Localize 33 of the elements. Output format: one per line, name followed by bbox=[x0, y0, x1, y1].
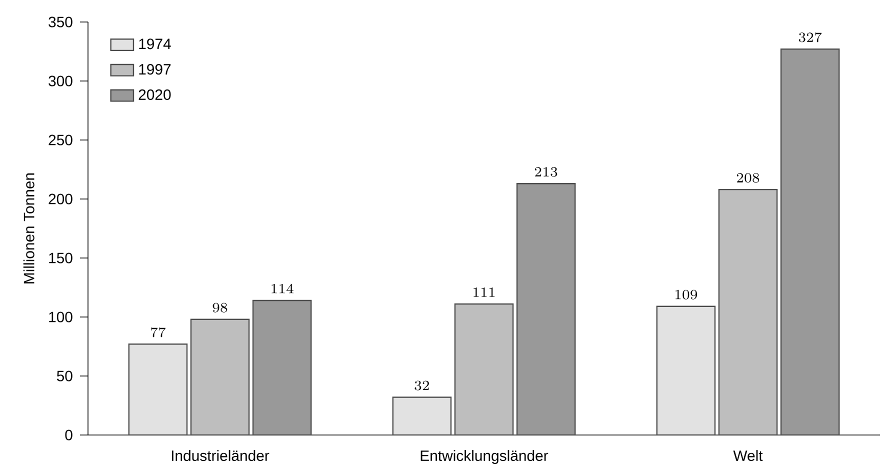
bar bbox=[516, 183, 576, 435]
y-tick-label: 200 bbox=[48, 194, 72, 204]
data-label: 208 bbox=[736, 173, 760, 183]
x-tick-label: Industrieländer bbox=[172, 450, 270, 462]
data-label: 327 bbox=[798, 32, 822, 42]
y-tick-label: 250 bbox=[48, 134, 72, 146]
data-label: 77 bbox=[150, 327, 166, 338]
y-axis-title: Millionen Tonnen bbox=[23, 173, 34, 284]
legend-label: 2020 bbox=[138, 89, 171, 100]
bar bbox=[252, 300, 312, 435]
y-tick-label: 350 bbox=[48, 16, 72, 28]
y-tick-label: 300 bbox=[48, 76, 72, 86]
y-tick-label: 0 bbox=[65, 430, 72, 440]
data-label: 109 bbox=[676, 290, 698, 300]
bar bbox=[392, 396, 452, 435]
x-tick-label: Welt bbox=[733, 450, 763, 462]
bar bbox=[656, 306, 716, 435]
data-label: 213 bbox=[535, 167, 558, 177]
bar bbox=[780, 48, 840, 435]
x-tick-label: Entwicklungsländer bbox=[420, 450, 548, 464]
bar bbox=[454, 303, 514, 435]
y-tick-label: 150 bbox=[49, 252, 72, 264]
data-label: 32 bbox=[414, 380, 429, 390]
data-label: 111 bbox=[474, 288, 495, 297]
data-label: 114 bbox=[272, 284, 294, 294]
bar bbox=[190, 318, 250, 435]
y-tick-label: 100 bbox=[49, 312, 72, 322]
bar bbox=[718, 188, 778, 435]
bar bbox=[128, 344, 188, 435]
y-tick-label: 50 bbox=[56, 370, 72, 382]
legend-label: 1974 bbox=[139, 38, 171, 50]
data-label: 98 bbox=[212, 302, 228, 312]
legend-label: 1997 bbox=[139, 64, 171, 75]
